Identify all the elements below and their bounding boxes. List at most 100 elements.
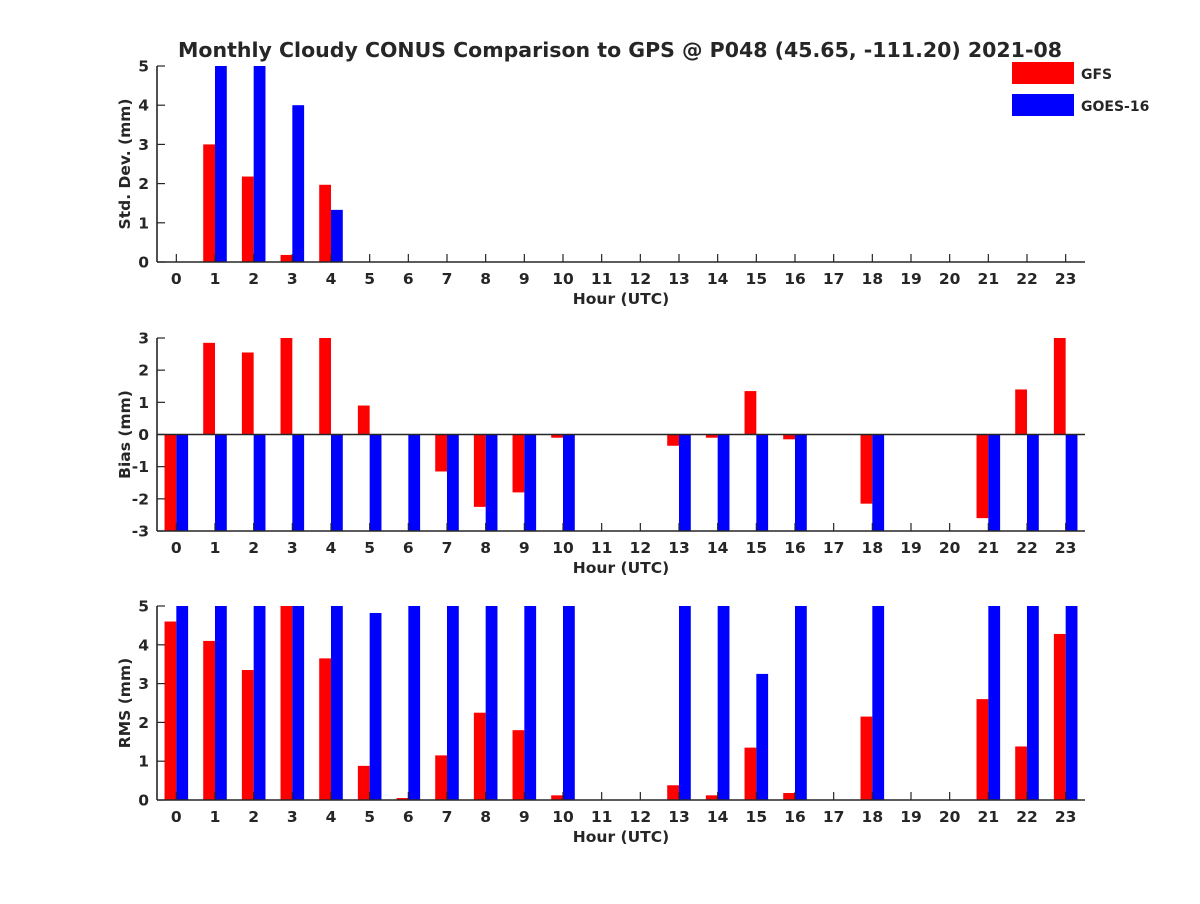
- y-axis-label: Std. Dev. (mm): [116, 99, 134, 230]
- bar-std-dev-goes-16-4: [331, 209, 343, 262]
- y-tick-label: 2: [138, 362, 149, 380]
- x-tick-label: 17: [823, 270, 845, 288]
- x-tick-label: 7: [442, 539, 453, 557]
- bar-std-dev-gfs-2: [241, 176, 254, 262]
- bar-rms-gfs-4: [319, 658, 331, 800]
- y-tick-label: -1: [132, 458, 149, 476]
- bar-bias-goes-16-14: [717, 434, 730, 531]
- bar-bias-gfs-0: [164, 434, 177, 531]
- y-tick-label: 0: [138, 254, 149, 272]
- bar-rms-gfs-7: [435, 755, 447, 800]
- y-tick-label: 1: [138, 394, 149, 412]
- bar-rms-goes-16-10: [563, 606, 575, 800]
- bar-rms-gfs-22: [1015, 746, 1027, 800]
- x-tick-label: 21: [978, 808, 1000, 826]
- bar-rms-goes-16-16: [795, 606, 807, 800]
- x-tick-label: 13: [668, 539, 690, 557]
- x-axis-label: Hour (UTC): [573, 559, 669, 577]
- bar-bias-goes-16-13: [679, 434, 691, 531]
- y-tick-label: 2: [138, 714, 149, 732]
- bar-rms-gfs-5: [357, 765, 370, 800]
- bar-std-dev-gfs-1: [203, 144, 215, 262]
- x-tick-label: 8: [480, 270, 491, 288]
- x-tick-label: 17: [823, 539, 845, 557]
- x-tick-label: 6: [403, 270, 414, 288]
- bar-rms-gfs-10: [551, 795, 563, 800]
- x-tick-label: 18: [862, 539, 884, 557]
- x-tick-label: 9: [519, 270, 530, 288]
- bar-bias-gfs-4: [319, 338, 331, 435]
- bar-bias-gfs-23: [1053, 338, 1066, 435]
- x-tick-label: 23: [1055, 808, 1077, 826]
- legend-swatch-goes16: [1012, 94, 1074, 116]
- x-tick-label: 0: [171, 808, 182, 826]
- bar-rms-gfs-21: [976, 699, 989, 800]
- x-tick-label: 11: [591, 270, 613, 288]
- bar-bias-goes-16-4: [331, 434, 343, 531]
- x-tick-label: 15: [746, 270, 768, 288]
- bar-bias-goes-16-7: [447, 434, 459, 531]
- bar-bias-gfs-3: [280, 338, 293, 435]
- x-tick-label: 19: [900, 270, 922, 288]
- bar-rms-goes-16-4: [331, 606, 343, 800]
- bar-bias-gfs-7: [435, 434, 447, 472]
- x-tick-label: 8: [480, 808, 491, 826]
- x-tick-label: 5: [364, 808, 375, 826]
- legend-swatch-gfs: [1012, 62, 1074, 84]
- bar-bias-goes-16-3: [292, 434, 305, 531]
- bar-bias-gfs-14: [705, 434, 718, 438]
- bar-bias-gfs-9: [512, 434, 525, 493]
- y-tick-label: 3: [138, 136, 149, 154]
- y-axis-label: RMS (mm): [116, 658, 134, 748]
- x-tick-label: 3: [287, 270, 298, 288]
- bar-std-dev-goes-16-1: [215, 66, 227, 262]
- legend: GFS GOES-16: [1012, 62, 1149, 116]
- bar-bias-gfs-15: [744, 391, 757, 435]
- x-axis-label: Hour (UTC): [573, 828, 669, 846]
- bar-rms-goes-16-6: [408, 606, 421, 800]
- x-tick-label: 21: [978, 539, 1000, 557]
- bar-bias-gfs-13: [667, 434, 679, 446]
- x-tick-label: 4: [326, 270, 337, 288]
- x-tick-label: 22: [1016, 808, 1038, 826]
- y-axis-label: Bias (mm): [116, 390, 134, 479]
- y-tick-label: 1: [138, 214, 149, 232]
- x-tick-label: 15: [746, 808, 768, 826]
- bar-std-dev-gfs-3: [280, 254, 293, 262]
- bar-bias-gfs-22: [1015, 389, 1027, 435]
- series-goes-16: [176, 434, 1078, 531]
- y-tick-label: 0: [138, 792, 149, 810]
- bar-rms-gfs-0: [164, 621, 177, 800]
- y-tick-label: 2: [138, 175, 149, 193]
- x-tick-label: 3: [287, 808, 298, 826]
- bar-bias-goes-16-5: [369, 434, 382, 531]
- x-tick-label: 4: [326, 539, 337, 557]
- x-tick-label: 1: [210, 808, 221, 826]
- x-tick-label: 5: [364, 270, 375, 288]
- bar-rms-gfs-2: [241, 670, 254, 800]
- bar-rms-gfs-9: [512, 730, 525, 800]
- bar-bias-goes-16-10: [563, 434, 575, 531]
- bar-rms-goes-16-2: [253, 606, 266, 800]
- x-tick-label: 2: [248, 808, 259, 826]
- bar-rms-gfs-16: [783, 793, 795, 800]
- bar-rms-gfs-23: [1053, 633, 1066, 800]
- x-tick-label: 0: [171, 539, 182, 557]
- bar-bias-goes-16-23: [1065, 434, 1078, 531]
- x-tick-label: 20: [939, 539, 961, 557]
- x-tick-label: 23: [1055, 539, 1077, 557]
- x-tick-label: 10: [552, 539, 574, 557]
- x-tick-label: 9: [519, 808, 530, 826]
- x-tick-label: 19: [900, 808, 922, 826]
- bar-rms-goes-16-0: [176, 606, 189, 800]
- y-tick-label: 3: [138, 330, 149, 348]
- bar-rms-goes-16-9: [524, 606, 537, 800]
- legend-label-gfs: GFS: [1081, 67, 1112, 83]
- bar-bias-goes-16-9: [524, 434, 537, 531]
- x-tick-label: 14: [707, 808, 729, 826]
- bar-rms-gfs-8: [473, 712, 486, 800]
- bar-bias-gfs-18: [860, 434, 873, 504]
